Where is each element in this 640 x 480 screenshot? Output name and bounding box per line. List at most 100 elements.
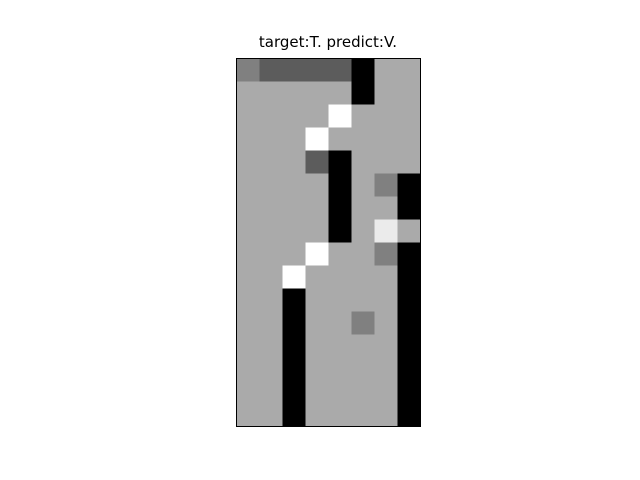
heatmap-cell-r2-c7 <box>398 105 421 128</box>
heatmap-cell-r15-c0 <box>237 404 260 427</box>
heatmap-cell-r11-c4 <box>329 312 352 335</box>
heatmap-cell-r4-c6 <box>375 151 398 174</box>
heatmap-cell-r13-c5 <box>352 358 375 381</box>
heatmap-cell-r14-c6 <box>375 381 398 404</box>
heatmap-cell-r10-c4 <box>329 289 352 312</box>
heatmap-cell-r6-c7 <box>398 197 421 220</box>
heatmap-cell-r15-c4 <box>329 404 352 427</box>
heatmap-cell-r13-c1 <box>260 358 283 381</box>
heatmap-cell-r4-c5 <box>352 151 375 174</box>
heatmap-cell-r11-c5 <box>352 312 375 335</box>
heatmap-cell-r9-c4 <box>329 266 352 289</box>
heatmap-cell-r3-c7 <box>398 128 421 151</box>
heatmap-cell-r4-c2 <box>283 151 306 174</box>
heatmap-cell-r12-c7 <box>398 335 421 358</box>
heatmap-cell-r8-c4 <box>329 243 352 266</box>
heatmap-cell-r11-c1 <box>260 312 283 335</box>
heatmap-cell-r10-c3 <box>306 289 329 312</box>
heatmap-cell-r12-c3 <box>306 335 329 358</box>
heatmap-cell-r1-c2 <box>283 82 306 105</box>
heatmap-cell-r10-c1 <box>260 289 283 312</box>
heatmap-cell-r1-c7 <box>398 82 421 105</box>
heatmap-cell-r6-c6 <box>375 197 398 220</box>
heatmap-cell-r2-c5 <box>352 105 375 128</box>
heatmap-cell-r7-c6 <box>375 220 398 243</box>
heatmap-cell-r8-c5 <box>352 243 375 266</box>
heatmap-cell-r6-c2 <box>283 197 306 220</box>
heatmap-cell-r7-c4 <box>329 220 352 243</box>
heatmap-cell-r0-c4 <box>329 59 352 82</box>
heatmap-cell-r10-c6 <box>375 289 398 312</box>
heatmap-cell-r4-c4 <box>329 151 352 174</box>
heatmap-cell-r7-c1 <box>260 220 283 243</box>
heatmap-cell-r3-c3 <box>306 128 329 151</box>
heatmap-cell-r11-c0 <box>237 312 260 335</box>
heatmap-cell-r1-c1 <box>260 82 283 105</box>
heatmap-cell-r2-c4 <box>329 105 352 128</box>
heatmap-cell-r4-c1 <box>260 151 283 174</box>
heatmap-cell-r0-c7 <box>398 59 421 82</box>
heatmap-cell-r5-c5 <box>352 174 375 197</box>
heatmap-cell-r10-c7 <box>398 289 421 312</box>
heatmap-cell-r0-c6 <box>375 59 398 82</box>
heatmap-cell-r5-c6 <box>375 174 398 197</box>
heatmap-cell-r13-c3 <box>306 358 329 381</box>
heatmap-cell-r10-c5 <box>352 289 375 312</box>
heatmap-cell-r13-c7 <box>398 358 421 381</box>
heatmap-cell-r12-c5 <box>352 335 375 358</box>
heatmap-cell-r8-c1 <box>260 243 283 266</box>
heatmap-cell-r13-c6 <box>375 358 398 381</box>
heatmap-cell-r11-c2 <box>283 312 306 335</box>
heatmap-cell-r1-c5 <box>352 82 375 105</box>
heatmap-cell-r14-c7 <box>398 381 421 404</box>
heatmap-cell-r5-c2 <box>283 174 306 197</box>
heatmap-cell-r15-c7 <box>398 404 421 427</box>
heatmap-cell-r5-c3 <box>306 174 329 197</box>
heatmap-cell-r14-c4 <box>329 381 352 404</box>
heatmap-cell-r12-c0 <box>237 335 260 358</box>
heatmap-cell-r14-c0 <box>237 381 260 404</box>
heatmap-cell-r6-c4 <box>329 197 352 220</box>
heatmap-cell-r0-c5 <box>352 59 375 82</box>
heatmap-cell-r13-c4 <box>329 358 352 381</box>
heatmap-cell-r9-c6 <box>375 266 398 289</box>
heatmap-cell-r9-c0 <box>237 266 260 289</box>
heatmap-cell-r6-c0 <box>237 197 260 220</box>
heatmap-cell-r13-c2 <box>283 358 306 381</box>
heatmap-cell-r4-c3 <box>306 151 329 174</box>
heatmap-cell-r10-c0 <box>237 289 260 312</box>
heatmap-cell-r5-c4 <box>329 174 352 197</box>
heatmap-cell-r15-c1 <box>260 404 283 427</box>
heatmap-cell-r7-c7 <box>398 220 421 243</box>
heatmap-cell-r8-c6 <box>375 243 398 266</box>
heatmap-cell-r3-c6 <box>375 128 398 151</box>
heatmap-cell-r6-c3 <box>306 197 329 220</box>
heatmap-cell-r7-c2 <box>283 220 306 243</box>
heatmap-cell-r9-c1 <box>260 266 283 289</box>
heatmap-cell-r1-c6 <box>375 82 398 105</box>
heatmap-cell-r10-c2 <box>283 289 306 312</box>
heatmap-cell-r7-c5 <box>352 220 375 243</box>
heatmap-cell-r5-c1 <box>260 174 283 197</box>
heatmap-cell-r12-c6 <box>375 335 398 358</box>
heatmap-cell-r1-c4 <box>329 82 352 105</box>
heatmap-cell-r15-c2 <box>283 404 306 427</box>
heatmap-cell-r0-c0 <box>237 59 260 82</box>
heatmap-cell-r11-c7 <box>398 312 421 335</box>
heatmap-cell-r2-c2 <box>283 105 306 128</box>
heatmap-cell-r0-c3 <box>306 59 329 82</box>
heatmap-cell-r5-c7 <box>398 174 421 197</box>
heatmap-cell-r11-c6 <box>375 312 398 335</box>
heatmap-cell-r3-c4 <box>329 128 352 151</box>
heatmap-cell-r5-c0 <box>237 174 260 197</box>
heatmap-cell-r3-c5 <box>352 128 375 151</box>
heatmap-cell-r9-c2 <box>283 266 306 289</box>
heatmap-cell-r3-c1 <box>260 128 283 151</box>
heatmap-cell-r0-c2 <box>283 59 306 82</box>
heatmap-cell-r15-c5 <box>352 404 375 427</box>
heatmap-cell-r2-c0 <box>237 105 260 128</box>
heatmap-cell-r15-c6 <box>375 404 398 427</box>
heatmap-cell-r2-c6 <box>375 105 398 128</box>
heatmap-cell-r12-c1 <box>260 335 283 358</box>
